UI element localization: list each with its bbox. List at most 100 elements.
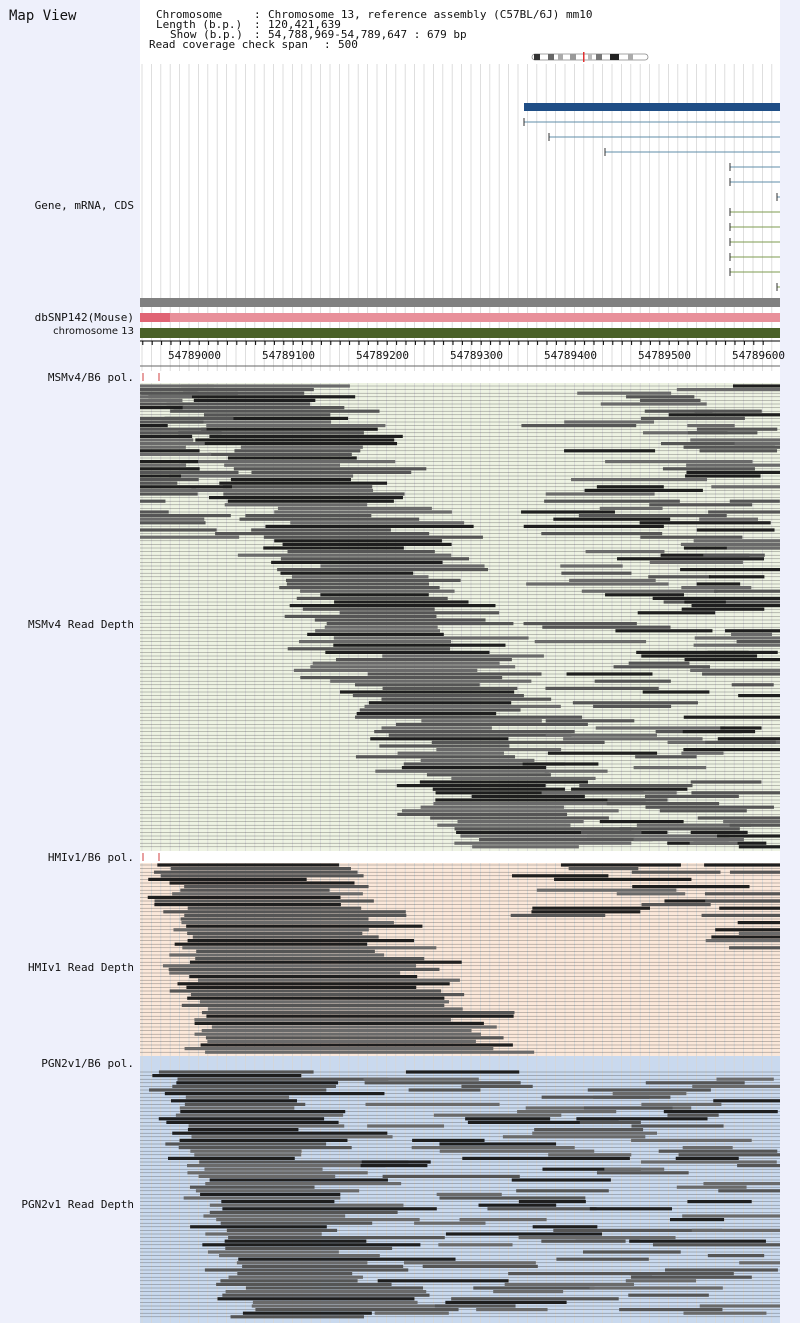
read-segment <box>140 424 168 428</box>
read-segment <box>731 632 772 636</box>
read-segment <box>300 676 503 680</box>
read-segment <box>201 1029 472 1033</box>
read-segment <box>548 1153 632 1157</box>
read-segment <box>140 434 193 438</box>
read-segment <box>228 1236 445 1240</box>
read-segment <box>576 1117 708 1121</box>
read-segment <box>183 1196 341 1200</box>
read-segment <box>200 1043 513 1047</box>
read-segment <box>682 1146 733 1150</box>
read-segment <box>690 438 780 442</box>
read-segment <box>564 449 656 453</box>
read-segment <box>556 1257 649 1261</box>
dbsnp-track-label[interactable]: dbSNP142(Mouse) <box>34 311 134 324</box>
read-segment <box>553 1228 723 1232</box>
read-segment <box>725 629 780 633</box>
read-segment <box>375 769 549 773</box>
read-segment <box>681 607 765 611</box>
read-segment <box>675 1156 739 1160</box>
read-segment <box>545 719 635 723</box>
read-segment <box>411 1146 575 1150</box>
read-segment <box>682 730 756 734</box>
read-segment <box>310 665 516 669</box>
read-segment <box>209 1210 398 1214</box>
read-segment <box>140 474 182 478</box>
hmi-pol-box <box>140 851 780 863</box>
read-segment <box>599 820 684 824</box>
read-segment <box>723 820 780 824</box>
read-segment <box>545 686 659 690</box>
read-segment <box>169 971 401 975</box>
ruler-tick-label: 54789100 <box>262 349 315 362</box>
read-segment <box>405 1070 520 1074</box>
read-segment <box>560 564 623 568</box>
read-segment <box>640 535 743 539</box>
read-segment <box>284 614 437 618</box>
read-segment <box>577 391 672 395</box>
read-segment <box>164 416 349 420</box>
read-segment <box>523 622 637 626</box>
read-segment <box>140 528 217 532</box>
msm-depth-label[interactable]: MSMv4 Read Depth <box>28 618 134 631</box>
read-segment <box>325 650 490 654</box>
read-segment <box>545 492 655 496</box>
hmi-depth-label[interactable]: HMIv1 Read Depth <box>28 961 134 974</box>
read-segment <box>180 888 330 892</box>
hmi-pol-label[interactable]: HMIv1/B6 pol. <box>47 851 134 864</box>
msm-pol-box <box>140 371 780 383</box>
read-segment <box>434 1304 516 1308</box>
read-segment <box>166 402 311 406</box>
read-segment <box>314 618 486 622</box>
read-segment <box>648 575 711 579</box>
read-segment <box>242 1311 372 1315</box>
read-segment <box>571 787 688 791</box>
read-segment <box>374 730 575 734</box>
read-segment <box>224 463 340 467</box>
read-segment <box>140 514 231 518</box>
read-segment <box>298 640 452 644</box>
msm-pol-label[interactable]: MSMv4/B6 pol. <box>47 371 134 384</box>
read-segment <box>324 625 438 629</box>
read-segment <box>190 1149 302 1153</box>
read-segment <box>178 431 364 435</box>
show-value: 54,788,969-54,789,647 : 679 bp <box>268 28 467 41</box>
read-segment <box>433 802 642 806</box>
read-segment <box>174 942 368 946</box>
gene-bar <box>524 103 780 111</box>
read-segment <box>187 931 363 935</box>
pgn-pol-label[interactable]: PGN2v1/B6 pol. <box>41 1057 134 1070</box>
read-segment <box>522 762 599 766</box>
read-segment <box>287 647 451 651</box>
read-segment <box>436 748 562 752</box>
read-segment <box>401 766 547 770</box>
read-segment <box>564 420 655 424</box>
read-segment <box>593 1095 650 1099</box>
track-label-panel: Map View Gene, mRNA, CDS dbSNP142(Mouse)… <box>0 0 140 1323</box>
read-segment <box>220 1279 358 1283</box>
gene-track-label[interactable]: Gene, mRNA, CDS <box>34 199 134 212</box>
read-segment <box>255 1308 459 1312</box>
read-segment <box>641 1160 777 1164</box>
read-segment <box>187 1171 368 1175</box>
chromosome-ideogram[interactable] <box>530 52 650 62</box>
read-segment <box>438 1243 513 1247</box>
read-segment <box>737 921 780 925</box>
read-segment <box>583 1106 673 1110</box>
read-segment <box>532 1225 598 1229</box>
read-segment <box>668 413 780 417</box>
read-segment <box>223 492 405 496</box>
read-segment <box>625 1279 697 1283</box>
read-segment <box>140 438 194 442</box>
read-segment <box>204 1167 323 1171</box>
read-segment <box>636 650 749 654</box>
read-segment <box>184 1102 306 1106</box>
read-segment <box>708 510 780 514</box>
read-segment <box>222 485 373 489</box>
read-segment <box>277 568 489 572</box>
read-segment <box>263 535 483 539</box>
genome-track-canvas[interactable] <box>140 0 780 1323</box>
read-segment <box>149 1088 327 1092</box>
read-segment <box>412 1138 485 1142</box>
read-segment <box>147 895 341 899</box>
pgn-depth-label[interactable]: PGN2v1 Read Depth <box>21 1198 134 1211</box>
